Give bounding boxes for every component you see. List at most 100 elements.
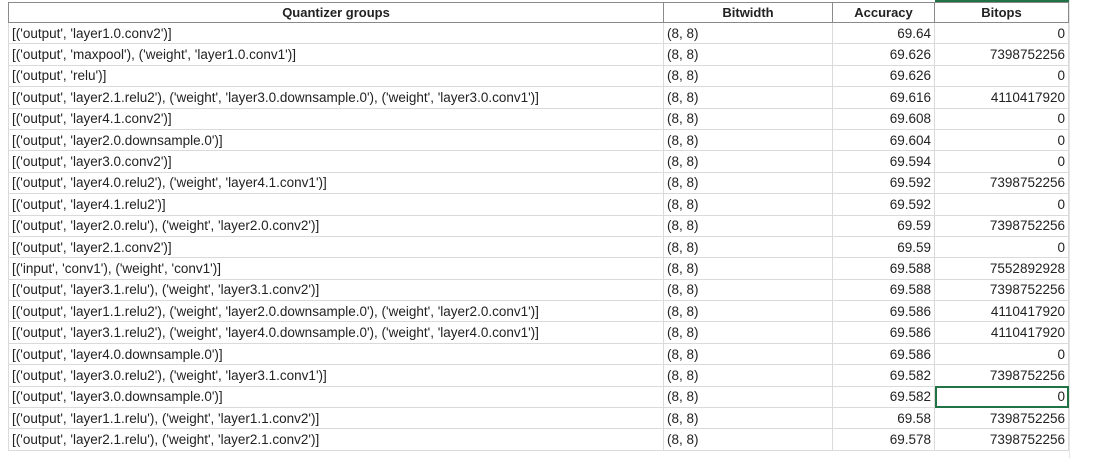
bitops-cell[interactable]: 7398752256 xyxy=(934,278,1069,302)
bitwidth-cell[interactable]: (8, 8) xyxy=(663,171,833,195)
table-row: [('output', 'layer3.1.relu'), ('weight',… xyxy=(8,278,1069,302)
bitops-cell[interactable]: 7398752256 xyxy=(934,43,1069,66)
table-row: [('output', 'layer4.1.relu2')] (8, 8) 69.5… xyxy=(8,193,1069,216)
quantizer-groups-cell[interactable]: [('output', 'layer3.0.downsample.0')] xyxy=(8,385,664,409)
bitops-cell[interactable]: 0 xyxy=(934,235,1069,259)
accuracy-cell[interactable]: 69.626 xyxy=(832,43,935,66)
bitops-cell[interactable]: 0 xyxy=(934,150,1069,173)
bitwidth-cell[interactable]: (8, 8) xyxy=(663,214,833,237)
quantizer-groups-cell[interactable]: [('input', 'conv1'), ('weight', 'conv1')… xyxy=(8,257,664,280)
quantizer-groups-cell[interactable]: [('output', 'layer4.0.relu2'), ('weight'… xyxy=(8,171,664,195)
quantizer-groups-cell[interactable]: [('output', 'layer3.1.relu'), ('weight',… xyxy=(8,278,664,302)
bitwidth-cell[interactable]: (8, 8) xyxy=(663,86,833,109)
bitwidth-cell[interactable]: (8, 8) xyxy=(663,385,833,409)
bitops-cell[interactable]: 0 xyxy=(934,385,1069,409)
bitops-cell[interactable]: 4110417920 xyxy=(934,321,1069,344)
bitops-cell[interactable]: 0 xyxy=(934,193,1069,216)
bitops-cell[interactable]: 7552892928 xyxy=(934,257,1069,280)
quantizer-groups-cell[interactable]: [('output', 'layer3.1.relu2'), ('weight'… xyxy=(8,321,664,344)
accuracy-cell[interactable]: 69.59 xyxy=(832,235,935,259)
accuracy-cell[interactable]: 69.592 xyxy=(832,171,935,195)
bitwidth-cell[interactable]: (8, 8) xyxy=(663,364,833,387)
accuracy-cell[interactable]: 69.578 xyxy=(832,428,935,451)
bitwidth-cell[interactable]: (8, 8) xyxy=(663,21,833,45)
quantizer-groups-cell[interactable]: [('output', 'layer4.1.conv2')] xyxy=(8,107,664,130)
quantizer-groups-cell[interactable]: [('output', 'layer4.1.relu2')] xyxy=(8,193,664,216)
accuracy-cell[interactable]: 69.58 xyxy=(832,407,935,430)
bitops-cell[interactable]: 0 xyxy=(934,342,1069,366)
accuracy-cell[interactable]: 69.588 xyxy=(832,278,935,302)
accuracy-cell[interactable]: 69.594 xyxy=(832,150,935,173)
accuracy-cell[interactable]: 69.604 xyxy=(832,128,935,152)
bitops-cell[interactable]: 0 xyxy=(934,107,1069,130)
bitwidth-cell[interactable]: (8, 8) xyxy=(663,193,833,216)
bitops-cell[interactable]: 7398752256 xyxy=(934,171,1069,195)
bitwidth-cell[interactable]: (8, 8) xyxy=(663,128,833,152)
table-row: [('output', 'layer4.0.downsample.0')] (8,… xyxy=(8,342,1069,366)
bitwidth-cell[interactable]: (8, 8) xyxy=(663,43,833,66)
header-bitops[interactable]: Bitops xyxy=(934,2,1069,23)
quantizer-groups-cell[interactable]: [('output', 'layer2.1.conv2')] xyxy=(8,235,664,259)
accuracy-cell[interactable]: 69.586 xyxy=(832,300,935,323)
accuracy-cell[interactable]: 69.608 xyxy=(832,107,935,130)
table-row: [('output', 'layer2.0.downsample.0')] (8,… xyxy=(8,128,1069,152)
table-row: [('output', 'maxpool'), ('weight', 'laye… xyxy=(8,43,1069,66)
accuracy-cell[interactable]: 69.616 xyxy=(832,86,935,109)
bitwidth-cell[interactable]: (8, 8) xyxy=(663,407,833,430)
header-quantizer-groups[interactable]: Quantizer groups xyxy=(8,2,664,23)
sheet-edge xyxy=(1069,0,1078,458)
quantizer-groups-cell[interactable]: [('output', 'layer3.0.conv2')] xyxy=(8,150,664,173)
quantizer-groups-cell[interactable]: [('output', 'layer2.0.downsample.0')] xyxy=(8,128,664,152)
bitops-cell[interactable]: 7398752256 xyxy=(934,428,1069,451)
accuracy-cell[interactable]: 69.59 xyxy=(832,214,935,237)
bitops-cell[interactable]: 4110417920 xyxy=(934,86,1069,109)
bitops-cell[interactable]: 7398752256 xyxy=(934,407,1069,430)
accuracy-cell[interactable]: 69.64 xyxy=(832,21,935,45)
bitwidth-cell[interactable]: (8, 8) xyxy=(663,235,833,259)
quantizer-groups-cell[interactable]: [('output', 'layer3.0.relu2'), ('weight'… xyxy=(8,364,664,387)
table-row: [('output', 'layer2.1.conv2')] (8, 8) 69.5… xyxy=(8,235,1069,259)
bitops-cell[interactable]: 0 xyxy=(934,21,1069,45)
accuracy-cell[interactable]: 69.586 xyxy=(832,342,935,366)
header-accuracy[interactable]: Accuracy xyxy=(832,2,935,23)
quantizer-groups-cell[interactable]: [('output', 'maxpool'), ('weight', 'laye… xyxy=(8,43,664,66)
accuracy-cell[interactable]: 69.626 xyxy=(832,64,935,88)
bitwidth-cell[interactable]: (8, 8) xyxy=(663,64,833,88)
table-row: [('output', 'layer1.1.relu2'), ('weight'… xyxy=(8,300,1069,323)
accuracy-cell[interactable]: 69.582 xyxy=(832,364,935,387)
bitops-cell[interactable]: 0 xyxy=(934,64,1069,88)
quantizer-groups-cell[interactable]: [('output', 'layer1.1.relu'), ('weight',… xyxy=(8,407,664,430)
table-row: [('output', 'layer4.0.relu2'), ('weight'… xyxy=(8,171,1069,195)
bitwidth-cell[interactable]: (8, 8) xyxy=(663,257,833,280)
table-row: [('output', 'layer2.1.relu'), ('weight',… xyxy=(8,428,1069,451)
bitops-cell[interactable]: 0 xyxy=(934,128,1069,152)
quantizer-groups-cell[interactable]: [('output', 'layer2.0.relu'), ('weight',… xyxy=(8,214,664,237)
bitwidth-cell[interactable]: (8, 8) xyxy=(663,150,833,173)
bitops-cell[interactable]: 7398752256 xyxy=(934,214,1069,237)
quantizer-groups-cell[interactable]: [('output', 'layer2.1.relu'), ('weight',… xyxy=(8,428,664,451)
bitops-cell[interactable]: 4110417920 xyxy=(934,300,1069,323)
header-bitwidth[interactable]: Bitwidth xyxy=(663,2,833,23)
accuracy-cell[interactable]: 69.592 xyxy=(832,193,935,216)
table-row: [('output', 'layer1.1.relu'), ('weight',… xyxy=(8,407,1069,430)
quantizer-groups-cell[interactable]: [('output', 'layer1.0.conv2')] xyxy=(8,21,664,45)
bitops-cell[interactable]: 7398752256 xyxy=(934,364,1069,387)
bitwidth-cell[interactable]: (8, 8) xyxy=(663,321,833,344)
bitwidth-cell[interactable]: (8, 8) xyxy=(663,107,833,130)
quantizer-groups-cell[interactable]: [('output', 'relu')] xyxy=(8,64,664,88)
table-row: [('output', 'layer2.1.relu2'), ('weight'… xyxy=(8,86,1069,109)
accuracy-cell[interactable]: 69.586 xyxy=(832,321,935,344)
quantizer-groups-cell[interactable]: [('output', 'layer1.1.relu2'), ('weight'… xyxy=(8,300,664,323)
table-row: [('input', 'conv1'), ('weight', 'conv1')… xyxy=(8,257,1069,280)
bitwidth-cell[interactable]: (8, 8) xyxy=(663,278,833,302)
accuracy-cell[interactable]: 69.582 xyxy=(832,385,935,409)
quantizer-groups-cell[interactable]: [('output', 'layer2.1.relu2'), ('weight'… xyxy=(8,86,664,109)
table-row: [('output', 'layer3.0.downsample.0')] (8,… xyxy=(8,385,1069,409)
bitwidth-cell[interactable]: (8, 8) xyxy=(663,428,833,451)
quantizer-groups-cell[interactable]: [('output', 'layer4.0.downsample.0')] xyxy=(8,342,664,366)
table-row: [('output', 'layer2.0.relu'), ('weight',… xyxy=(8,214,1069,237)
accuracy-cell[interactable]: 69.588 xyxy=(832,257,935,280)
bitwidth-cell[interactable]: (8, 8) xyxy=(663,342,833,366)
table-row: [('output', 'layer4.1.conv2')] (8, 8) 69.6… xyxy=(8,107,1069,130)
bitwidth-cell[interactable]: (8, 8) xyxy=(663,300,833,323)
